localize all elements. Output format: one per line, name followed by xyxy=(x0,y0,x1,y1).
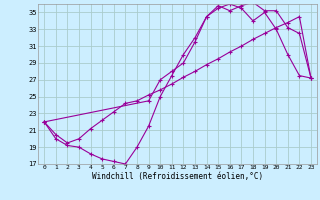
X-axis label: Windchill (Refroidissement éolien,°C): Windchill (Refroidissement éolien,°C) xyxy=(92,172,263,181)
